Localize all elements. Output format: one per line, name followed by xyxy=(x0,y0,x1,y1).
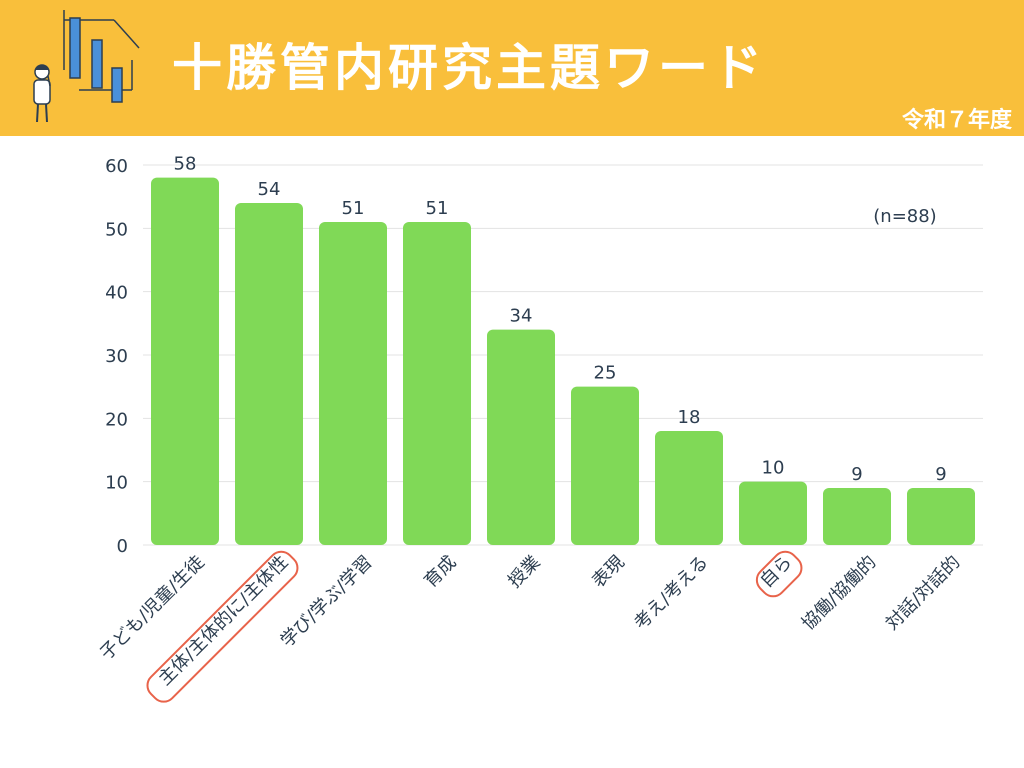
data-label: 9 xyxy=(851,464,862,485)
page-subtitle: 令和７年度 xyxy=(901,108,1012,133)
y-tick-label: 10 xyxy=(105,473,128,494)
bar xyxy=(151,177,219,545)
header-banner: 十勝管内研究主題ワード 令和７年度 xyxy=(0,0,1024,136)
highlight-outline xyxy=(146,550,299,703)
x-tick-label: 表現 xyxy=(588,552,628,592)
data-label: 58 xyxy=(174,154,197,175)
data-label: 34 xyxy=(510,306,533,327)
highlight-outline xyxy=(755,550,803,598)
x-tick-label: 授業 xyxy=(504,552,544,592)
data-label: 51 xyxy=(342,198,365,219)
x-tick-label: 自ら xyxy=(756,552,796,592)
data-label: 54 xyxy=(258,179,281,200)
sample-size-annotation: (n=88) xyxy=(873,206,936,227)
y-tick-label: 0 xyxy=(117,536,128,557)
y-tick-label: 60 xyxy=(105,156,128,177)
page-title: 十勝管内研究主題ワード xyxy=(172,39,766,97)
y-tick-label: 30 xyxy=(105,346,128,367)
data-label: 51 xyxy=(426,198,449,219)
bar xyxy=(235,203,303,545)
data-label: 9 xyxy=(935,464,946,485)
data-label: 18 xyxy=(678,407,701,428)
person-analyzing-bar-chart-icon xyxy=(33,10,140,123)
data-label: 25 xyxy=(594,363,617,384)
bar xyxy=(487,329,555,545)
bar xyxy=(319,222,387,545)
y-tick-label: 40 xyxy=(105,283,128,304)
bar xyxy=(823,488,891,545)
x-tick-label: 育成 xyxy=(420,552,460,592)
y-tick-label: 50 xyxy=(105,219,128,240)
bar xyxy=(403,222,471,545)
bar xyxy=(655,431,723,545)
y-tick-label: 20 xyxy=(105,409,128,430)
x-tick-label: 協働/協働的 xyxy=(798,552,881,635)
bar xyxy=(571,386,639,545)
x-tick-label: 対話/対話的 xyxy=(882,552,965,635)
bar xyxy=(907,488,975,545)
data-label: 10 xyxy=(762,458,785,479)
bar xyxy=(739,481,807,545)
x-tick-label: 考え/考える xyxy=(630,552,712,634)
